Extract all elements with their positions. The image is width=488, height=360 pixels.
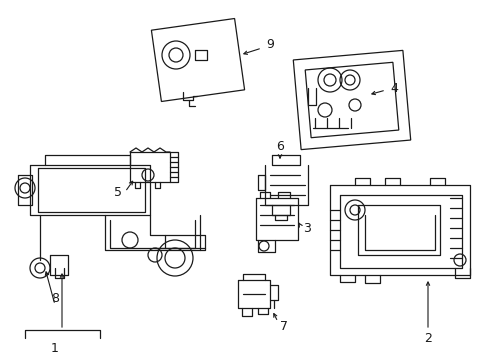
Text: 3: 3 [303, 221, 310, 234]
Text: 7: 7 [280, 320, 287, 333]
Text: 1: 1 [51, 342, 59, 355]
Text: 2: 2 [423, 332, 431, 345]
Text: 6: 6 [276, 140, 284, 153]
Text: 9: 9 [265, 39, 273, 51]
Text: 5: 5 [114, 185, 122, 198]
Text: 8: 8 [51, 292, 59, 305]
Text: 4: 4 [389, 81, 397, 94]
